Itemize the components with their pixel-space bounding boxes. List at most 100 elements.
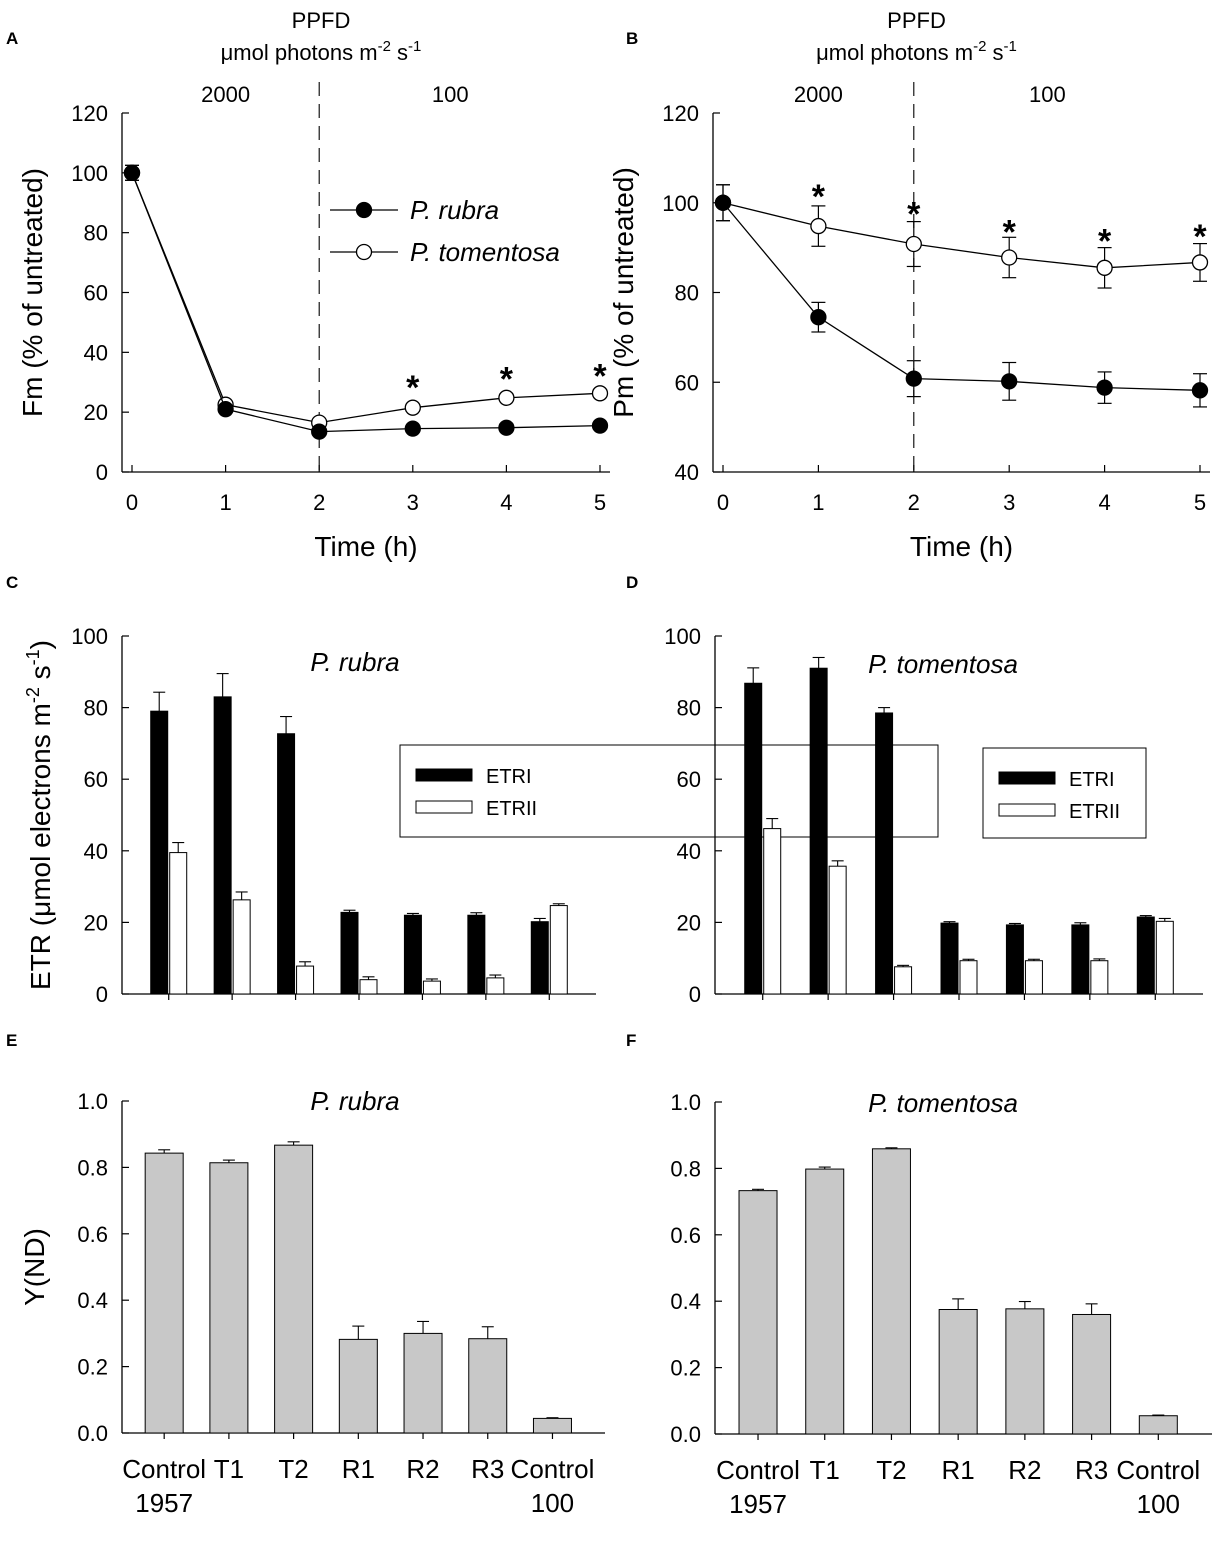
species-title: P. tomentosa xyxy=(868,649,1018,679)
x-category-label: T1 xyxy=(214,1454,244,1484)
x-tick-label: 4 xyxy=(500,490,512,515)
x-category-label: R1 xyxy=(942,1455,975,1485)
significance-mark: * xyxy=(1098,223,1112,261)
x-tick-label: 1 xyxy=(812,490,824,515)
bar xyxy=(232,899,251,995)
y-tick-label: 40 xyxy=(84,340,108,365)
x-category-label: Control xyxy=(511,1454,595,1484)
data-point xyxy=(1001,249,1018,266)
bar xyxy=(169,852,188,995)
units-exp: -2 xyxy=(378,38,391,55)
data-point xyxy=(404,420,421,437)
x-category-label: 100 xyxy=(531,1488,574,1518)
significance-mark: * xyxy=(406,369,420,407)
panel-letter: C xyxy=(6,573,18,592)
units-main: μmol photons m xyxy=(221,40,378,65)
bar xyxy=(1072,1313,1112,1435)
y-tick-label: 60 xyxy=(84,767,108,792)
x-category-label: 1957 xyxy=(729,1489,787,1519)
x-category-label: Control xyxy=(122,1454,206,1484)
bar xyxy=(296,965,315,995)
y-tick-label: 60 xyxy=(84,281,108,306)
legend-marker xyxy=(355,243,373,261)
y-tick-label: 1.0 xyxy=(77,1089,108,1114)
phase-label: 100 xyxy=(1029,82,1066,107)
x-tick-label: 5 xyxy=(1194,490,1206,515)
significance-mark: * xyxy=(812,178,826,216)
y-tick-label: 60 xyxy=(677,767,701,792)
data-point xyxy=(1001,373,1018,390)
legend-label: ETRII xyxy=(486,798,537,820)
x-tick-label: 3 xyxy=(1003,490,1015,515)
x-category-label: R3 xyxy=(471,1454,504,1484)
series-line xyxy=(131,172,601,433)
panel-d: D 0 20 40 60 80 100 P. tomentosa ETRI ETRII xyxy=(626,573,1203,1007)
ppfd-units: μmol photons m-2 s-1 xyxy=(221,38,422,65)
y-tick-label: 100 xyxy=(71,624,108,649)
x-axis-title: Time (h) xyxy=(910,531,1013,562)
y-tick-label: 0.8 xyxy=(670,1156,701,1181)
y-tick-label: 0 xyxy=(96,982,108,1007)
x-category-label: R2 xyxy=(406,1454,439,1484)
series-line xyxy=(722,202,1201,391)
ylabel-main: ETR (μmol electrons m xyxy=(25,703,56,990)
data-point xyxy=(311,423,328,440)
x-category-label: 1957 xyxy=(135,1488,193,1518)
bar xyxy=(809,667,828,995)
y-tick-label: 120 xyxy=(71,101,108,126)
bar xyxy=(763,828,782,995)
bar xyxy=(1155,920,1174,995)
y-tick-label: 20 xyxy=(677,910,701,935)
data-point xyxy=(714,194,732,211)
x-category-label: R2 xyxy=(1008,1455,1041,1485)
bar xyxy=(213,696,232,995)
data-point xyxy=(404,399,421,416)
panel-letter: A xyxy=(6,29,18,48)
data-point xyxy=(217,401,234,418)
bar xyxy=(150,710,169,995)
bar xyxy=(532,1417,572,1434)
legend-label: ETRII xyxy=(1069,801,1120,823)
data-point xyxy=(1191,382,1209,399)
bar xyxy=(209,1162,249,1434)
phase-label: 2000 xyxy=(794,82,843,107)
units-exp: -1 xyxy=(1004,38,1017,55)
y-tick-label: 80 xyxy=(677,696,701,721)
units-main: μmol photons m xyxy=(816,40,973,65)
y-tick-label: 100 xyxy=(71,161,108,186)
y-axis-title: Y(ND) xyxy=(19,1228,50,1306)
bar xyxy=(338,1338,378,1434)
x-tick-label: 2 xyxy=(313,490,325,515)
panel-letter: B xyxy=(626,29,638,48)
bar xyxy=(340,911,359,995)
y-tick-label: 80 xyxy=(675,281,699,306)
ppfd-units: μmol photons m-2 s-1 xyxy=(816,38,1017,65)
y-tick-label: 0.2 xyxy=(670,1356,701,1381)
species-title: P. rubra xyxy=(310,647,399,677)
units-exp: -2 xyxy=(973,38,986,55)
x-category-label: T2 xyxy=(876,1455,906,1485)
bar xyxy=(422,980,441,995)
bar xyxy=(486,977,505,995)
x-tick-label: 4 xyxy=(1098,490,1110,515)
legend-label: ETRI xyxy=(1069,769,1115,791)
bar xyxy=(549,905,568,995)
data-point xyxy=(905,370,922,387)
bar xyxy=(467,914,486,995)
bar xyxy=(805,1168,845,1435)
y-tick-label: 0.6 xyxy=(670,1223,701,1248)
bar xyxy=(959,960,978,995)
bar xyxy=(468,1338,508,1434)
y-tick-label: 0.4 xyxy=(77,1288,108,1313)
data-point xyxy=(123,164,141,181)
significance-mark: * xyxy=(593,357,607,395)
y-tick-label: 20 xyxy=(84,910,108,935)
units-mid: s xyxy=(391,40,408,65)
phase-label: 2000 xyxy=(201,82,250,107)
y-tick-label: 1.0 xyxy=(670,1090,701,1115)
legend-swatch xyxy=(998,771,1056,785)
legend-label: P. rubra xyxy=(410,195,499,225)
legend-swatch xyxy=(415,768,473,782)
